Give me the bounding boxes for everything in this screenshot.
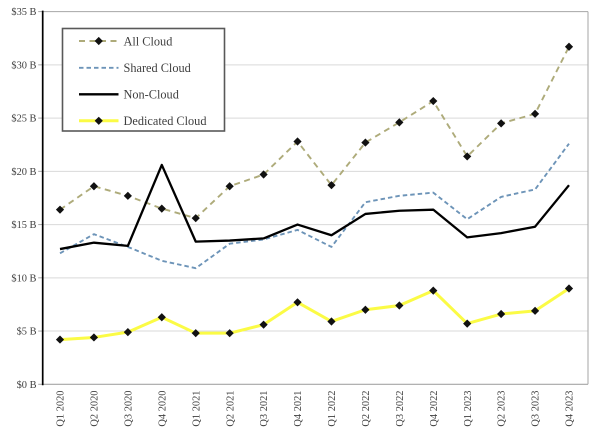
series-shared-cloud bbox=[59, 143, 570, 270]
diamond-marker bbox=[89, 182, 99, 191]
legend-item-dedicated-cloud: Dedicated Cloud bbox=[79, 114, 206, 128]
diamond-marker bbox=[191, 214, 200, 223]
diamond-marker bbox=[123, 328, 132, 337]
y-tick-label: $25 B bbox=[11, 114, 36, 125]
x-tick-label: Q4 2021 bbox=[293, 391, 304, 427]
diamond-marker bbox=[429, 96, 438, 106]
diamond-marker bbox=[157, 313, 166, 322]
diamond-marker bbox=[55, 335, 65, 344]
legend-label: Non-Cloud bbox=[124, 88, 179, 102]
x-tick-label: Q4 2023 bbox=[565, 391, 576, 427]
x-tick-label: Q1 2020 bbox=[56, 391, 67, 427]
y-tick-label: $35 B bbox=[11, 7, 36, 18]
diamond-marker bbox=[225, 329, 234, 338]
diamond-marker bbox=[497, 119, 506, 128]
x-tick-label: Q3 2022 bbox=[395, 391, 406, 427]
diamond-marker bbox=[327, 317, 336, 326]
diamond-marker bbox=[361, 138, 370, 147]
legend-item-shared-cloud: Shared Cloud bbox=[79, 61, 191, 75]
y-tick-label: $10 B bbox=[11, 273, 36, 284]
series-all-cloud bbox=[55, 42, 574, 223]
diamond-marker bbox=[157, 204, 166, 213]
series-line-all-cloud bbox=[59, 46, 570, 220]
diamond-marker bbox=[395, 301, 404, 310]
diamond-marker bbox=[429, 286, 438, 295]
legend-label: Shared Cloud bbox=[124, 61, 191, 75]
legend-label: Dedicated Cloud bbox=[124, 114, 207, 128]
y-tick-label: $30 B bbox=[11, 60, 36, 71]
diamond-marker bbox=[361, 305, 370, 314]
diamond-marker bbox=[293, 298, 302, 307]
legend-diamond-marker bbox=[94, 116, 103, 125]
y-tick-label: $15 B bbox=[11, 220, 36, 231]
diamond-marker bbox=[564, 284, 574, 293]
diamond-marker bbox=[530, 109, 540, 118]
legend-box bbox=[61, 27, 226, 132]
diamond-marker bbox=[259, 170, 268, 179]
diamond-marker bbox=[225, 182, 234, 191]
y-axis-labels: $0 B $5 B $10 B $15 B $20 B $25 B $30 B $35 B bbox=[11, 7, 36, 391]
x-tick-label: Q4 2022 bbox=[429, 391, 440, 427]
diamond-marker bbox=[463, 319, 472, 328]
y-tick-label: $20 B bbox=[11, 167, 36, 178]
diamond-marker bbox=[123, 191, 132, 200]
diamond-marker bbox=[327, 181, 336, 190]
series-dedicated-cloud bbox=[55, 284, 574, 344]
x-tick-label: Q2 2020 bbox=[90, 391, 101, 427]
x-tick-label: Q1 2023 bbox=[463, 391, 474, 427]
diamond-marker bbox=[55, 205, 65, 214]
diamond-marker bbox=[191, 329, 200, 338]
series-line-shared-cloud bbox=[59, 143, 570, 270]
x-tick-label: Q3 2021 bbox=[259, 391, 270, 427]
x-tick-label: Q1 2022 bbox=[327, 391, 338, 427]
legend: All Cloud Shared Cloud Non-Cloud Dedicated … bbox=[61, 27, 226, 132]
x-tick-label: Q2 2021 bbox=[225, 391, 236, 427]
legend-item-non-cloud: Non-Cloud bbox=[79, 88, 179, 102]
diamond-marker bbox=[530, 306, 540, 315]
series-non-cloud bbox=[59, 163, 570, 251]
plot-border bbox=[41, 10, 589, 386]
diamond-marker bbox=[293, 137, 302, 146]
diamond-marker bbox=[497, 309, 506, 319]
x-tick-label: Q3 2020 bbox=[123, 391, 134, 427]
x-tick-label: Q2 2022 bbox=[361, 391, 372, 427]
diamond-marker bbox=[259, 320, 268, 329]
series-line-dedicated-cloud bbox=[59, 287, 570, 342]
x-axis-labels: Q1 2020 Q2 2020 Q3 2020 Q4 2020 Q1 2021 Q2 20… bbox=[56, 391, 576, 427]
y-tick-label: $0 B bbox=[17, 380, 37, 391]
x-tick-label: Q2 2023 bbox=[497, 391, 508, 427]
diamond-marker bbox=[463, 152, 472, 161]
legend-label: All Cloud bbox=[124, 34, 173, 48]
x-tick-label: Q4 2020 bbox=[157, 391, 168, 427]
diamond-marker bbox=[89, 333, 99, 342]
series-line-non-cloud bbox=[59, 163, 570, 251]
legend-diamond-marker bbox=[94, 36, 103, 46]
diamond-marker bbox=[564, 42, 574, 51]
y-tick-label: $5 B bbox=[17, 327, 37, 338]
x-tick-label: Q1 2021 bbox=[191, 391, 202, 427]
x-tick-label: Q3 2023 bbox=[531, 391, 542, 427]
diamond-marker bbox=[395, 118, 404, 127]
legend-item-all-cloud: All Cloud bbox=[79, 34, 172, 48]
